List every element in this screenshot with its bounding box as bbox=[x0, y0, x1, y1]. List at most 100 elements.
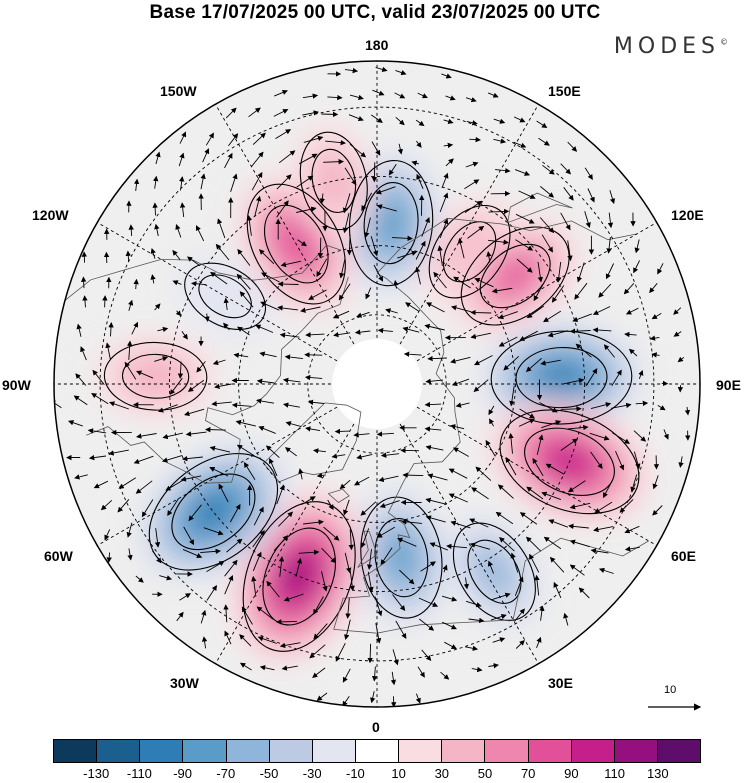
wind-arrow bbox=[451, 305, 472, 313]
wind-arrow bbox=[611, 402, 632, 409]
wind-arrow bbox=[545, 463, 565, 475]
wind-arrow bbox=[567, 141, 578, 152]
wind-arrow bbox=[569, 539, 590, 548]
wind-arrow bbox=[534, 574, 540, 596]
wind-arrow bbox=[592, 306, 611, 315]
wind-arrow bbox=[515, 239, 534, 251]
wind-arrow bbox=[441, 172, 449, 189]
colorbar-tick: -30 bbox=[302, 766, 322, 781]
colorbar-tick: -90 bbox=[173, 766, 192, 781]
wind-arrow bbox=[127, 548, 133, 561]
anomaly-contours bbox=[103, 131, 640, 652]
wind-arrow bbox=[186, 256, 201, 267]
colorbar bbox=[53, 739, 701, 763]
wind-arrow bbox=[519, 330, 538, 341]
wind-arrow bbox=[488, 405, 495, 416]
wind-arrow bbox=[104, 529, 111, 541]
wind-arrow bbox=[279, 332, 300, 338]
wind-arrow bbox=[274, 89, 288, 97]
wind-arrow bbox=[304, 374, 323, 381]
wind-arrow bbox=[295, 557, 303, 577]
wind-arrow bbox=[106, 552, 112, 563]
wind-arrow bbox=[449, 424, 465, 430]
wind-arrow bbox=[603, 344, 615, 358]
contour-ring bbox=[348, 159, 434, 287]
wind-arrow bbox=[230, 173, 238, 193]
wind-arrow bbox=[260, 272, 280, 283]
wind-arrow bbox=[206, 585, 217, 601]
wind-arrow bbox=[348, 529, 354, 551]
wind-arrow bbox=[469, 136, 481, 143]
wind-arrow bbox=[427, 355, 447, 362]
wind-arrow bbox=[135, 480, 153, 494]
meridian bbox=[215, 423, 355, 664]
wind-arrow bbox=[375, 186, 396, 195]
wind-arrow bbox=[279, 642, 301, 649]
wind-arrow bbox=[80, 346, 87, 361]
wind-arrow bbox=[475, 466, 492, 481]
contour-ring bbox=[499, 409, 640, 515]
wind-arrow bbox=[136, 370, 154, 379]
anomaly-high-7 bbox=[285, 558, 313, 595]
wind-arrow bbox=[74, 474, 88, 480]
wind-arrow bbox=[469, 518, 489, 528]
wind-arrow bbox=[471, 666, 483, 673]
wind-arrow bbox=[532, 457, 544, 477]
wind-arrow bbox=[488, 208, 510, 215]
wind-arrow bbox=[154, 303, 161, 311]
wind-arrow bbox=[82, 295, 88, 308]
wind-arrow bbox=[133, 178, 140, 191]
wind-arrow bbox=[540, 359, 561, 366]
wind-arrow bbox=[187, 379, 205, 392]
wind-arrow bbox=[251, 151, 264, 167]
wind-arrow bbox=[127, 340, 133, 360]
reference-vector-label: 10 bbox=[664, 684, 677, 696]
wind-arrow bbox=[414, 266, 421, 285]
wind-arrow bbox=[443, 118, 454, 124]
wind-arrow bbox=[424, 426, 442, 432]
wind-arrow bbox=[375, 623, 382, 644]
wind-arrow bbox=[516, 258, 533, 273]
wind-arrow bbox=[417, 666, 425, 678]
wind-arrow bbox=[268, 457, 278, 477]
wind-arrow bbox=[388, 163, 397, 176]
wind-arrow bbox=[225, 107, 237, 119]
wind-arrow bbox=[560, 438, 578, 451]
wind-arrow bbox=[367, 571, 374, 593]
wind-arrow bbox=[457, 237, 465, 259]
wind-arrow bbox=[313, 596, 324, 615]
wind-arrow bbox=[424, 401, 442, 408]
wind-arrow bbox=[224, 152, 233, 169]
wind-arrow bbox=[183, 526, 195, 546]
contour-ring bbox=[171, 473, 256, 551]
wind-vectors bbox=[54, 66, 691, 707]
wind-arrow bbox=[54, 399, 62, 409]
colorbar-tick-labels: -130 -110 -90 -70 -50 -30 -10 10 30 50 70 90 110 130 bbox=[53, 766, 701, 782]
wind-arrow bbox=[124, 361, 137, 380]
wind-arrow bbox=[180, 475, 202, 482]
wind-arrow bbox=[204, 313, 210, 322]
colorbar-segment bbox=[54, 740, 98, 762]
wind-arrow bbox=[397, 250, 418, 259]
wind-arrow bbox=[505, 456, 517, 476]
wind-arrow bbox=[590, 548, 609, 554]
wind-arrow bbox=[474, 355, 493, 366]
wind-arrow bbox=[373, 264, 384, 282]
wind-arrow bbox=[450, 356, 471, 364]
wind-arrow bbox=[514, 169, 531, 176]
wind-arrow bbox=[510, 552, 519, 573]
wind-arrow bbox=[567, 480, 586, 493]
meridian bbox=[416, 222, 657, 362]
wind-arrow bbox=[307, 399, 325, 406]
wind-arrow bbox=[354, 329, 371, 335]
wind-arrow bbox=[526, 305, 545, 319]
meridian bbox=[416, 406, 657, 546]
wind-arrow bbox=[619, 499, 634, 513]
wind-arrow bbox=[391, 235, 413, 242]
wind-arrow bbox=[301, 496, 316, 505]
wind-arrow bbox=[492, 637, 506, 643]
wind-arrow bbox=[305, 332, 325, 338]
wind-arrow bbox=[543, 310, 562, 323]
wind-arrow bbox=[196, 361, 206, 373]
wind-arrow bbox=[88, 454, 107, 461]
